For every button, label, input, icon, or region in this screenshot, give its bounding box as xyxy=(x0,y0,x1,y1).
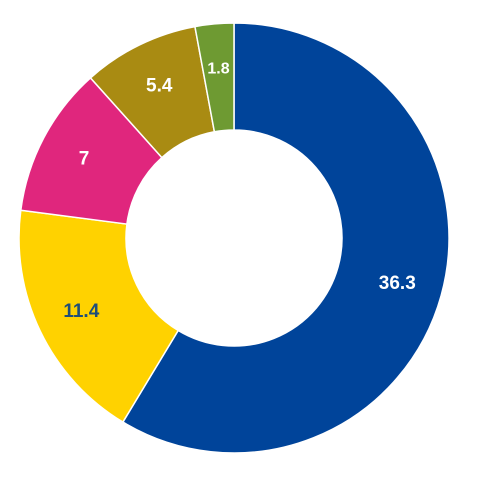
slice-data-label-4: 5.4 xyxy=(146,75,173,96)
slice-data-label-5: 1.8 xyxy=(207,61,229,78)
donut-slice-1 xyxy=(121,22,450,454)
donut-slice-2 xyxy=(18,209,180,424)
slice-data-label-1: 36.3 xyxy=(379,273,416,294)
slices-layer xyxy=(18,22,450,454)
donut-slice-5 xyxy=(194,22,235,133)
slice-data-label-2: 11.4 xyxy=(63,301,99,322)
labels-layer: 36.3 11.4 7 5.4 1.8 xyxy=(63,61,415,322)
slice-data-label-3: 7 xyxy=(79,149,90,170)
